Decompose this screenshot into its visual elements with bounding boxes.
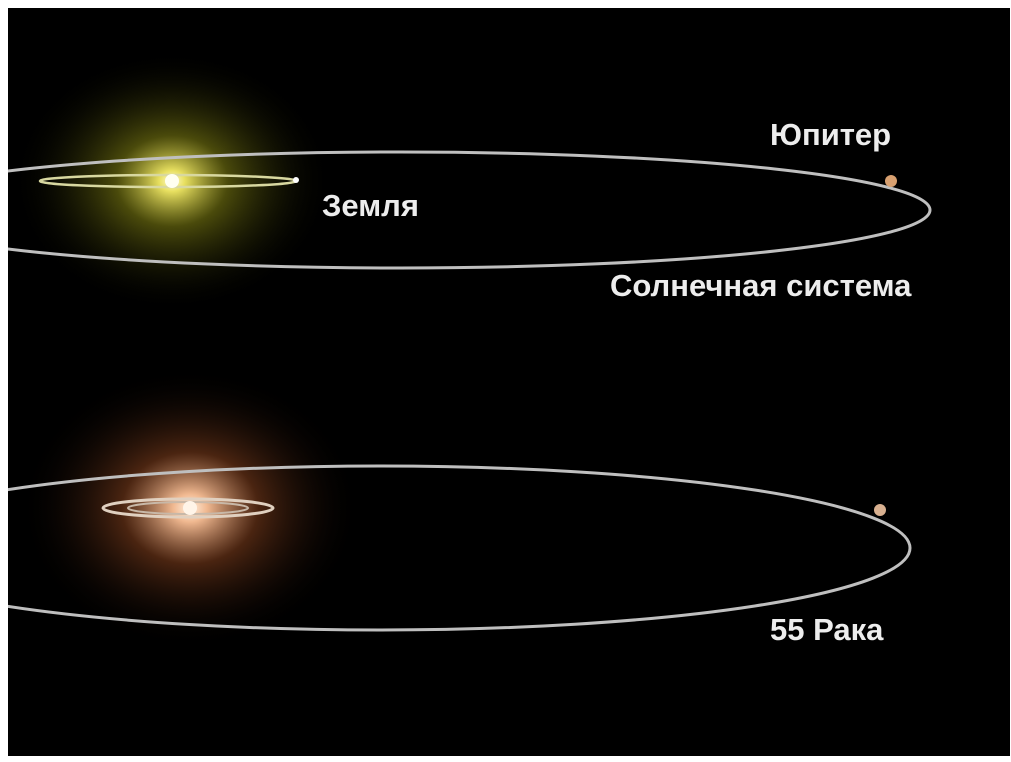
illustration: Юпитер Земля Солнечная система 55 Рака [0,0,1011,762]
star [183,501,197,515]
jupiter [885,175,897,187]
label: Солнечная система [610,268,912,303]
sun [165,174,179,188]
label: Земля [322,188,419,223]
label: 55 Рака [770,612,884,647]
planet [874,504,886,516]
page: {"labels": {"jupiter": "Юпитер", "earth"… [0,0,1011,762]
earth [293,177,299,183]
label: Юпитер [770,117,891,152]
